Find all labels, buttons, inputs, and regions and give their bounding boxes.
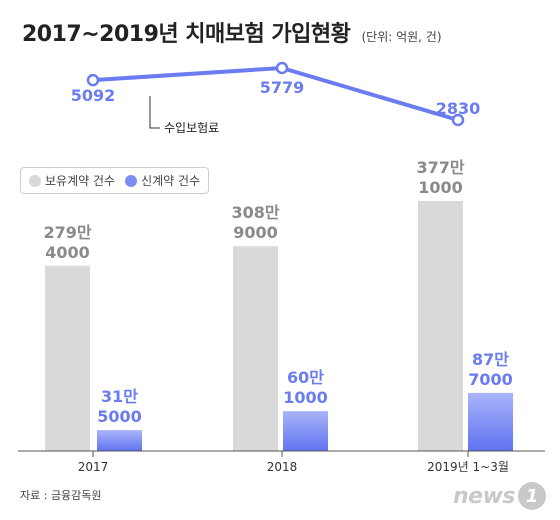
chart-unit: (단위: 억원, 건) [361,30,442,44]
source-note: 자료 : 금융감독원 [20,489,102,502]
line-point-1 [275,61,289,75]
bar-holding-1 [233,246,278,451]
legend-swatch-new [125,174,138,187]
chart-title-row: 2017~2019년 치매보험 가입현황 (단위: 억원, 건) [22,16,442,48]
bar-label-new-1-a: 60만 [287,368,324,387]
chart-title: 2017~2019년 치매보험 가입현황 [22,22,351,47]
bar-label-new-2-a: 87만 [472,350,509,369]
line-value-1: 5779 [260,78,305,97]
bar-label-holding-1-b: 9000 [233,223,278,242]
legend-label-new: 신계약 건수 [141,174,201,188]
bar-label-holding-0-b: 4000 [45,243,90,262]
news1-logo: news 1 [453,482,546,510]
line-point-2 [451,113,465,127]
line-point-0 [86,73,100,87]
legend-item-holding: 보유계약 건수 [29,172,115,189]
line-value-0: 5092 [71,86,116,105]
bar-label-holding-0-a: 279만 [43,223,91,242]
logo-badge: 1 [518,482,546,510]
bar-label-holding-2-b: 1000 [418,178,463,197]
x-axis-tick-label-1: 2018 [267,460,298,474]
bar-label-new-0-a: 31만 [101,387,138,406]
legend-swatch-holding [29,174,41,187]
bar-holding-0 [45,265,90,451]
line-callout-leader [149,96,160,129]
bar-new-2 [468,392,513,451]
bar-new-0 [97,430,142,451]
bar-label-holding-2-a: 377만 [416,158,464,177]
chart-legend: 보유계약 건수 신계약 건수 [20,167,210,194]
bar-label-new-1-b: 1000 [283,388,328,407]
bar-label-new-2-b: 7000 [468,370,513,389]
line-series-name: 수입보험료 [164,121,219,135]
x-axis-tick-label-0: 2017 [78,460,109,474]
bar-holding-2 [418,201,463,451]
legend-item-new: 신계약 건수 [125,172,200,189]
legend-label-holding: 보유계약 건수 [45,174,116,188]
bar-label-holding-1-a: 308만 [231,203,279,222]
logo-text: news [452,483,516,509]
bar-label-new-0-b: 5000 [97,407,142,426]
x-axis-tick-label-2: 2019년 1~3월 [427,460,509,474]
bar-new-1 [283,411,328,451]
line-value-2: 2830 [436,99,481,118]
